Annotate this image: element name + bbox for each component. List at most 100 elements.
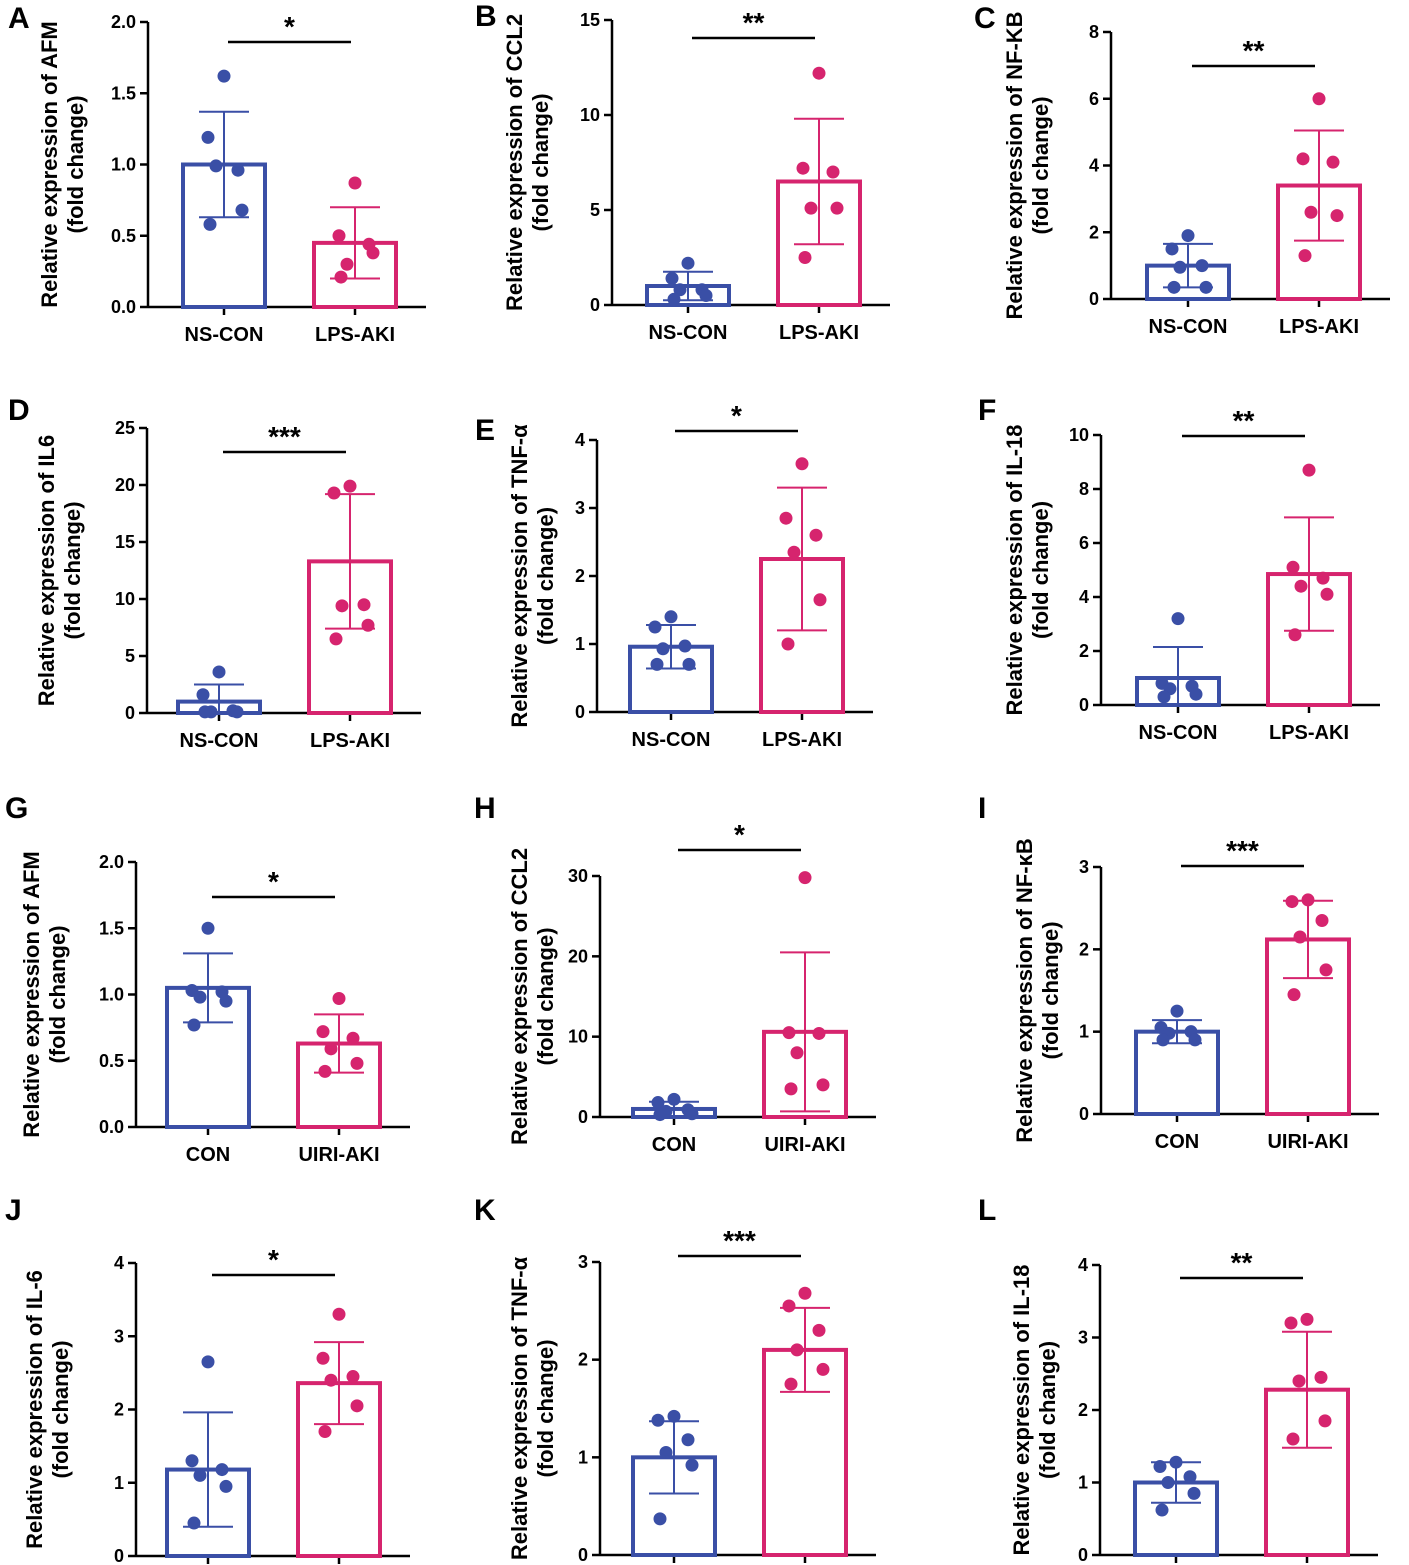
- data-point: [782, 1299, 796, 1313]
- data-point: [332, 1307, 346, 1321]
- y-axis-title: Relative expression of IL-18 (fold change…: [1002, 425, 1053, 716]
- y-tick-label: 2: [114, 1400, 124, 1420]
- data-point: [201, 1355, 215, 1369]
- data-point: [1312, 92, 1326, 106]
- y-tick-label: 4: [114, 1253, 124, 1273]
- y-tick-label: 6: [1079, 533, 1089, 553]
- data-point: [1293, 930, 1307, 944]
- y-tick-label: 0.5: [99, 1051, 124, 1071]
- data-point: [235, 203, 249, 217]
- data-point: [201, 130, 215, 144]
- y-tick-label: 5: [125, 646, 135, 666]
- y-tick-label: 2: [1079, 641, 1089, 661]
- y-tick-label: 5: [590, 200, 600, 220]
- significance-label: **: [1233, 405, 1255, 436]
- y-axis-title: Relative expression of TNF-α (fold change…: [507, 424, 558, 728]
- data-point: [816, 1362, 830, 1376]
- panel-label: B: [475, 0, 497, 33]
- panel-c: C 0 2 4 6 8 Relative expression of NF-KB (fold …: [974, 2, 1390, 338]
- y-axis-title-line1: Relative expression of AFM: [37, 21, 62, 307]
- data-point: [329, 632, 343, 646]
- y-axis-title: Relative expression of AFM (fold change): [19, 851, 70, 1137]
- y-tick-label: 2: [1078, 1400, 1088, 1420]
- y-tick-label: 10: [115, 589, 135, 609]
- data-point: [366, 246, 380, 260]
- data-point: [1326, 155, 1340, 169]
- category-label: CON: [652, 1134, 696, 1156]
- panel-k: K 0 1 2 3 Relative expression of TNF-α (fold c…: [474, 1194, 876, 1565]
- y-axis-title: Relative expression of NF-KB (fold change…: [1002, 11, 1053, 319]
- data-point: [340, 257, 354, 271]
- y-axis-title-line2: (fold change): [1035, 1341, 1060, 1479]
- significance-label: *: [284, 11, 295, 42]
- y-axis-title: Relative expression of NF-κB (fold change…: [1012, 838, 1063, 1142]
- y-axis-title-line1: Relative expression of CCL2: [502, 14, 527, 311]
- y-tick-label: 2: [1089, 222, 1099, 242]
- data-point: [361, 618, 375, 632]
- y-tick-label: 3: [1079, 857, 1089, 877]
- category-label: NS-CON: [632, 729, 711, 751]
- data-point: [650, 657, 664, 671]
- panel-label: L: [978, 1194, 996, 1227]
- y-axis-title-line1: Relative expression of IL-18: [1009, 1265, 1034, 1556]
- panel-f: F 0 2 4 6 8 10 Relative expression of IL-18 (fol…: [978, 394, 1380, 744]
- data-point: [185, 1454, 199, 1468]
- y-tick-label: 2: [578, 1350, 588, 1370]
- data-point: [350, 1399, 364, 1413]
- data-point: [335, 599, 349, 613]
- data-point: [790, 1046, 804, 1060]
- y-tick-label: 0: [1079, 695, 1089, 715]
- data-point: [201, 921, 215, 935]
- data-point: [664, 610, 678, 624]
- data-point: [324, 1042, 338, 1056]
- y-tick-label: 0: [590, 295, 600, 315]
- y-tick-label: 0: [575, 702, 585, 722]
- data-point: [231, 163, 245, 177]
- data-point: [1315, 914, 1329, 928]
- data-point: [1286, 1432, 1300, 1446]
- data-point: [659, 1445, 673, 1459]
- y-tick-label: 1: [1079, 1022, 1089, 1042]
- data-point: [795, 457, 809, 471]
- panel-b: B 0 5 10 15 Relative expression of CCL2 (fold …: [475, 0, 890, 344]
- data-point: [798, 1286, 812, 1300]
- data-point: [1161, 1476, 1175, 1489]
- panel-label: I: [978, 792, 986, 825]
- data-point: [357, 598, 371, 612]
- y-tick-label: 0: [125, 703, 135, 723]
- category-label: LPS-AKI: [315, 324, 395, 346]
- data-point: [784, 1377, 798, 1391]
- y-tick-label: 0.0: [99, 1117, 124, 1137]
- data-point: [1169, 1455, 1183, 1469]
- significance-label: **: [743, 7, 765, 38]
- y-tick-label: 20: [115, 475, 135, 495]
- data-point: [685, 1458, 699, 1472]
- data-point: [651, 1413, 665, 1427]
- data-point: [699, 289, 713, 302]
- data-point: [187, 1018, 201, 1032]
- y-tick-label: 0: [1078, 1545, 1088, 1565]
- y-axis-title-line2: (fold change): [528, 93, 553, 231]
- data-point: [1300, 1312, 1314, 1326]
- data-point: [212, 665, 226, 679]
- significance-label: ***: [723, 1225, 756, 1256]
- data-point: [1181, 229, 1195, 243]
- data-point: [1320, 587, 1334, 601]
- data-point: [1157, 690, 1171, 704]
- data-point: [198, 705, 212, 719]
- data-point: [332, 991, 346, 1005]
- data-point: [1155, 1503, 1169, 1517]
- y-axis-title-line1: Relative expression of AFM: [19, 851, 44, 1137]
- y-tick-label: 15: [115, 532, 135, 552]
- data-point: [230, 705, 244, 719]
- panel-i: I 0 1 2 3 Relative expression of NF-κB (fold c…: [978, 792, 1379, 1153]
- category-label: NS-CON: [649, 322, 728, 344]
- data-point: [653, 1512, 667, 1526]
- panel-label: C: [974, 2, 996, 35]
- y-tick-label: 0: [578, 1107, 588, 1127]
- data-point: [681, 1433, 695, 1447]
- data-point: [790, 1343, 804, 1357]
- panel-label: D: [8, 394, 30, 427]
- category-label: UIRI-AKI: [764, 1134, 845, 1156]
